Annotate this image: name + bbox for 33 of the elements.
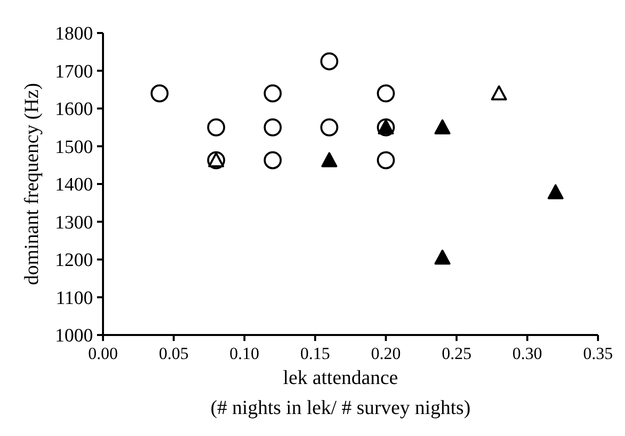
x-tick-label: 0.30 (512, 344, 542, 363)
point (150, 84, 169, 102)
x-tick-label: 0.05 (158, 344, 189, 363)
point (320, 52, 338, 70)
point (264, 84, 282, 102)
x-tick-label: 0.15 (300, 344, 330, 363)
y-axis-title: dominant frequency (Hz) (21, 82, 43, 286)
y-tick-label: 1800 (55, 24, 93, 45)
point (491, 85, 507, 100)
x-tick-label: 0.10 (230, 344, 260, 363)
point (207, 118, 226, 136)
y-tick-label: 1700 (55, 61, 93, 82)
point (548, 184, 564, 200)
x-tick-label: 0.25 (442, 344, 472, 363)
y-tick-label: 1300 (55, 212, 93, 234)
point (434, 119, 450, 134)
x-tick-label: 0.20 (370, 344, 401, 363)
y-tick-label: 1500 (55, 136, 93, 158)
y-tick-label: 1000 (55, 326, 93, 347)
y-tick-label: 1100 (56, 288, 93, 309)
point (376, 84, 395, 102)
y-tick-label: 1400 (55, 174, 93, 196)
y-tick-label: 1200 (55, 250, 93, 272)
y-tick-label: 1600 (55, 99, 93, 120)
point (434, 250, 450, 265)
point (320, 118, 338, 136)
point (264, 118, 282, 136)
x-tick-label: 0.35 (583, 344, 613, 363)
point (264, 151, 282, 170)
x-tick-label: 0.00 (88, 344, 118, 363)
x-axis-title: lek attendance (# nights in lek/ # survey nights) (210, 367, 470, 419)
point (321, 152, 338, 168)
point (376, 151, 395, 170)
